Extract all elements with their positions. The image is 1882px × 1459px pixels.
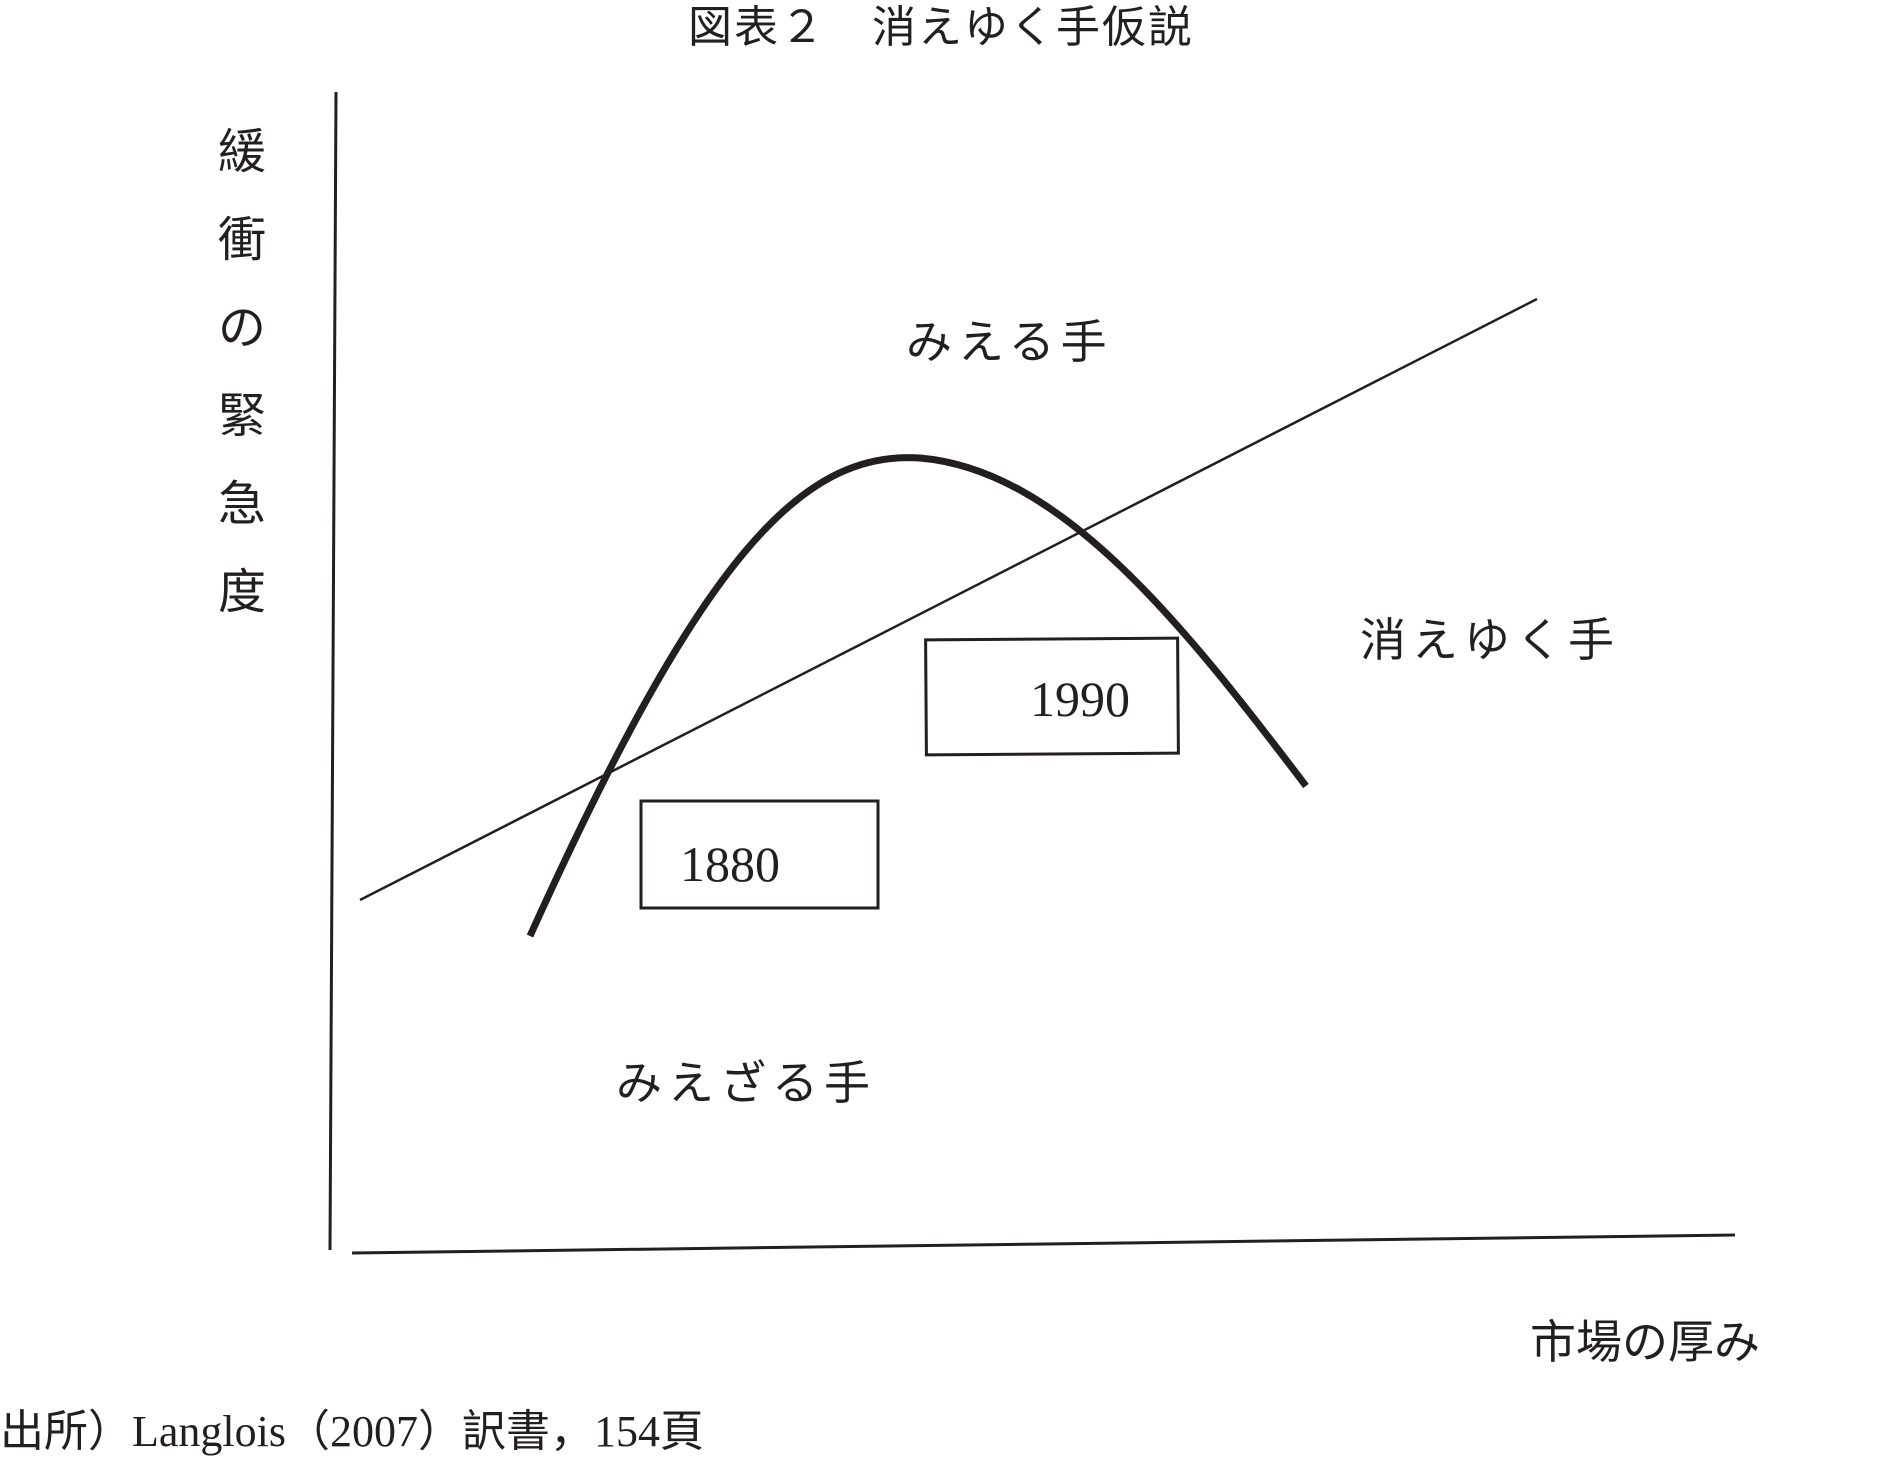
y-axis-line: [328, 91, 338, 1251]
y-axis-label-char: 緊: [217, 388, 266, 444]
y-axis-label-char: 度: [217, 564, 266, 620]
y-axis-label: 緩 衝 の 緊 急 度: [212, 108, 272, 636]
box-1990-label: 1990: [1030, 671, 1130, 727]
y-axis-label-char: 緩: [217, 124, 266, 180]
x-axis-line: [351, 1233, 1736, 1255]
region-label-invisible-hand: みえざる手: [616, 1056, 876, 1110]
hand-curve: [526, 454, 1309, 938]
x-axis-label: 市場の厚み: [1530, 1315, 1760, 1369]
y-axis-label-char: 衝: [217, 212, 266, 268]
y-axis-label-char: 急: [217, 476, 266, 532]
source-note: 出所）Langlois（2007）訳書，154頁: [0, 1407, 704, 1456]
y-axis-label-char: の: [217, 300, 266, 356]
figure-title: 図表２ 消えゆく手仮説: [688, 2, 1194, 53]
box-1990: [924, 636, 1180, 757]
region-label-visible-hand: みえる手: [906, 315, 1113, 369]
region-label-vanishing-hand: 消えゆく手: [1360, 613, 1620, 667]
box-1880-label: 1880: [680, 836, 780, 892]
box-1880: [639, 799, 880, 910]
threshold-line: [359, 297, 1538, 902]
